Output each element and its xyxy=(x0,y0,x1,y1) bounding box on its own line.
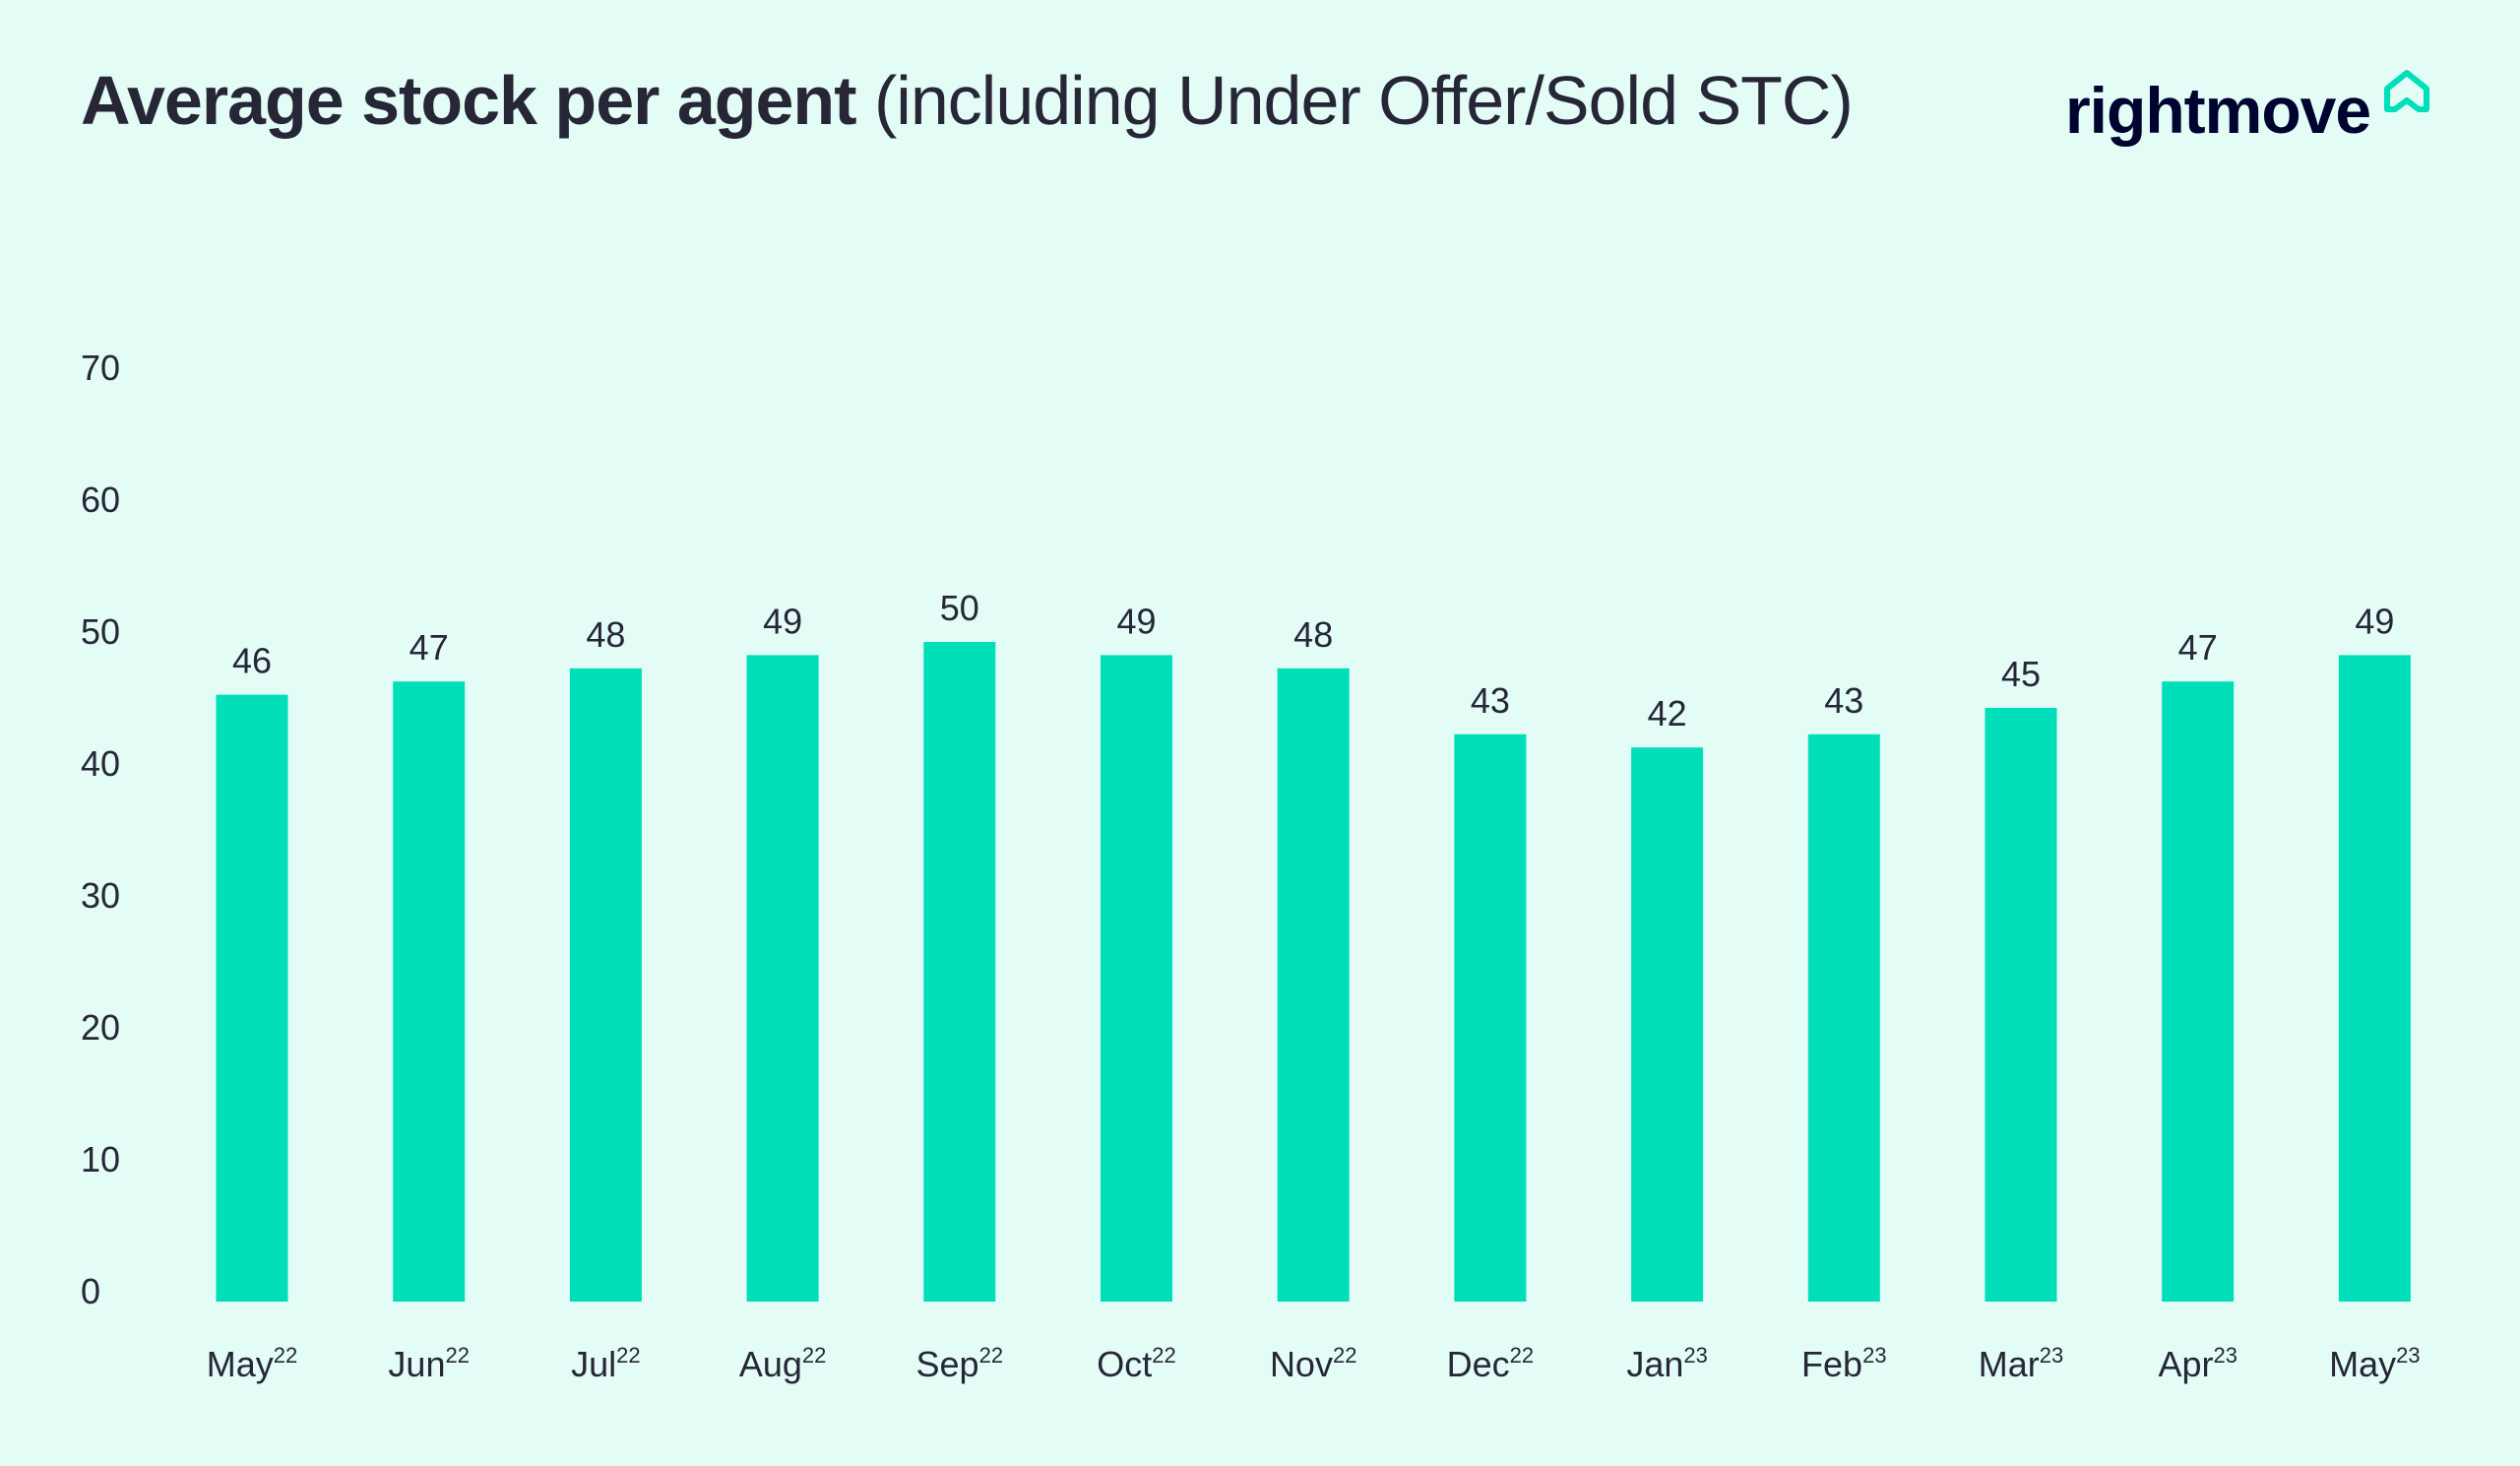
x-tick-year: 22 xyxy=(1152,1343,1175,1368)
bar xyxy=(393,681,466,1302)
x-tick-year: 22 xyxy=(274,1343,297,1368)
bar xyxy=(2338,655,2411,1302)
x-tick-month: Apr xyxy=(2158,1344,2213,1384)
x-tick-year: 22 xyxy=(445,1343,469,1368)
bar xyxy=(1807,733,1880,1302)
x-tick-label: Dec22 xyxy=(1447,1343,1535,1384)
x-tick-label: Jul22 xyxy=(571,1343,641,1384)
data-label: 47 xyxy=(410,627,449,668)
x-tick-year: 22 xyxy=(1333,1343,1356,1368)
data-label: 50 xyxy=(940,588,979,628)
x-tick-label: Sep22 xyxy=(916,1343,1004,1384)
x-tick-month: Aug xyxy=(739,1344,802,1384)
data-label: 42 xyxy=(1648,693,1687,733)
x-tick-label: Apr23 xyxy=(2158,1343,2237,1384)
data-label: 46 xyxy=(232,641,272,681)
x-tick-month: Jan xyxy=(1626,1344,1683,1384)
x-tick-month: Jul xyxy=(571,1344,616,1384)
bar xyxy=(569,668,642,1302)
y-tick-label: 10 xyxy=(81,1139,120,1179)
rightmove-logo: rightmove xyxy=(2065,70,2431,150)
x-tick-label: May23 xyxy=(2329,1343,2421,1384)
x-tick-label: Nov22 xyxy=(1270,1343,1357,1384)
bar xyxy=(1277,668,1350,1302)
x-tick-month: Jun xyxy=(388,1344,445,1384)
chart-title: Average stock per agent (including Under… xyxy=(81,61,1854,140)
x-tick-label: May22 xyxy=(207,1343,298,1384)
x-tick-year: 22 xyxy=(1510,1343,1534,1368)
x-tick-year: 23 xyxy=(2040,1343,2063,1368)
bar xyxy=(923,642,996,1302)
bar xyxy=(216,694,288,1302)
x-tick-month: Oct xyxy=(1097,1344,1152,1384)
data-label: 49 xyxy=(2355,601,2394,641)
x-tick-month: Nov xyxy=(1270,1344,1333,1384)
bar xyxy=(1984,708,2057,1302)
bar xyxy=(1631,747,1704,1302)
x-tick-month: May xyxy=(2329,1344,2396,1384)
data-label: 43 xyxy=(1824,680,1863,721)
bar xyxy=(2162,681,2235,1302)
bar xyxy=(746,655,819,1302)
x-tick-year: 22 xyxy=(802,1343,826,1368)
y-tick-label: 0 xyxy=(81,1271,100,1311)
x-tick-month: May xyxy=(207,1344,274,1384)
x-tick-year: 22 xyxy=(616,1343,640,1368)
x-tick-year: 23 xyxy=(1683,1343,1707,1368)
x-tick-label: Jun22 xyxy=(388,1343,470,1384)
data-label: 47 xyxy=(2178,627,2218,668)
x-tick-label: Mar23 xyxy=(1979,1343,2063,1384)
x-tick-month: Mar xyxy=(1979,1344,2040,1384)
x-tick-label: Oct22 xyxy=(1097,1343,1176,1384)
data-label: 49 xyxy=(1116,601,1156,641)
x-tick-year: 23 xyxy=(2396,1343,2420,1368)
x-tick-year: 23 xyxy=(1862,1343,1886,1368)
y-tick-label: 30 xyxy=(81,875,120,916)
x-tick-month: Dec xyxy=(1447,1344,1510,1384)
bar xyxy=(1101,655,1172,1302)
data-label: 49 xyxy=(763,601,802,641)
data-label: 48 xyxy=(586,614,625,655)
x-tick-year: 23 xyxy=(2213,1343,2236,1368)
x-tick-month: Feb xyxy=(1801,1344,1862,1384)
x-tick-label: Jan23 xyxy=(1626,1343,1708,1384)
data-label: 48 xyxy=(1293,614,1333,655)
bar xyxy=(1454,733,1527,1302)
logo-text: rightmove xyxy=(2065,74,2371,147)
title-bold: Average stock per agent xyxy=(81,62,857,139)
y-tick-label: 70 xyxy=(81,348,120,388)
y-tick-label: 50 xyxy=(81,611,120,652)
x-tick-month: Sep xyxy=(916,1344,979,1384)
house-icon xyxy=(2384,70,2430,112)
x-tick-label: Feb23 xyxy=(1801,1343,1887,1384)
y-tick-label: 20 xyxy=(81,1007,120,1048)
data-label: 45 xyxy=(2001,654,2041,694)
y-tick-label: 40 xyxy=(81,743,120,784)
y-tick-label: 60 xyxy=(81,479,120,520)
title-subtitle: (including Under Offer/Sold STC) xyxy=(873,62,1854,139)
x-tick-year: 22 xyxy=(979,1343,1003,1368)
x-tick-label: Aug22 xyxy=(739,1343,827,1384)
data-label: 43 xyxy=(1471,680,1510,721)
